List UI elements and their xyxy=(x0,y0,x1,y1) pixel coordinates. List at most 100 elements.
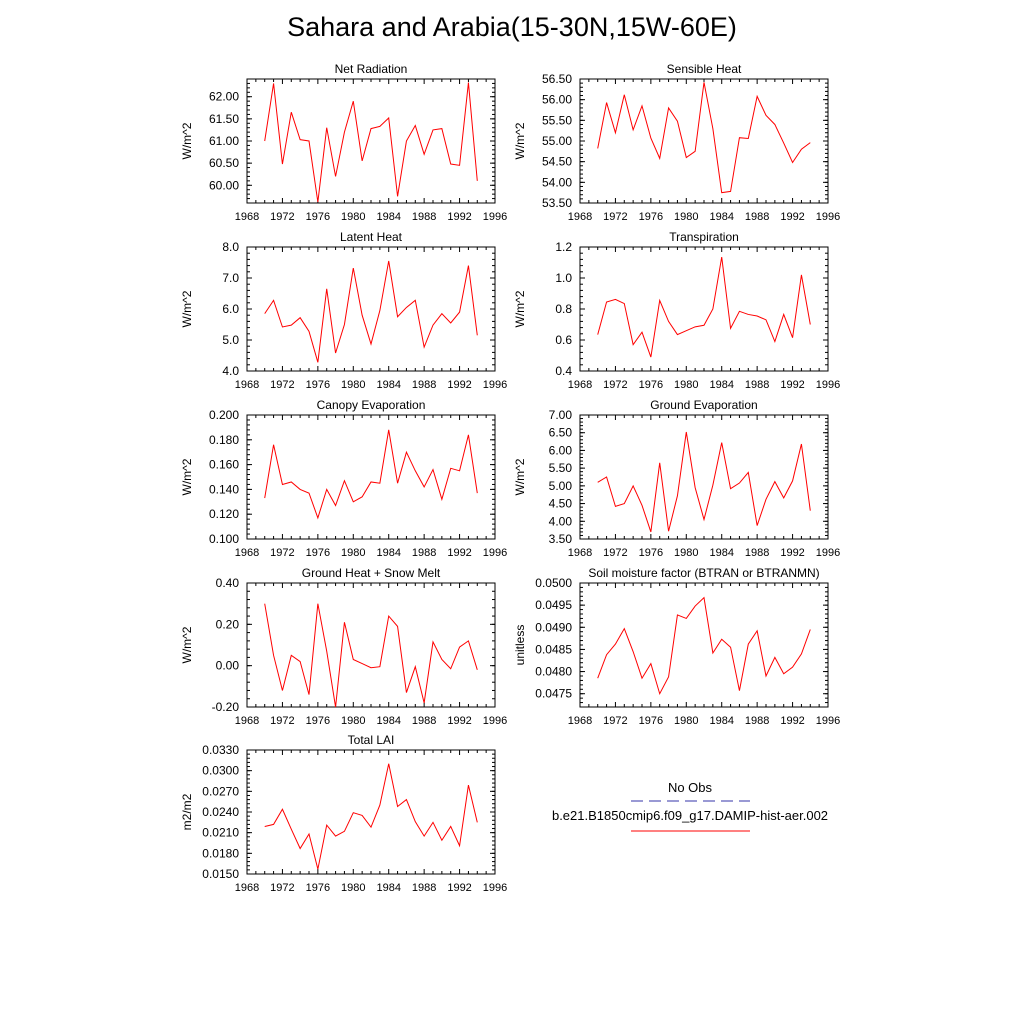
x-tick-label: 1996 xyxy=(816,211,840,223)
series-line xyxy=(264,603,478,708)
y-tick-label: 0.0475 xyxy=(535,687,572,701)
x-tick-label: 1976 xyxy=(639,547,663,559)
y-tick-label: 5.00 xyxy=(549,479,573,493)
y-tick-label: 0.0150 xyxy=(202,867,239,881)
x-tick-label: 1996 xyxy=(483,715,507,727)
y-tick-label: 0.100 xyxy=(209,532,239,546)
y-tick-label: 5.0 xyxy=(222,333,239,347)
x-tick-label: 1968 xyxy=(568,379,592,391)
x-tick-label: 1984 xyxy=(376,547,400,559)
x-tick-label: 1988 xyxy=(412,715,436,727)
panel-title: Transpiration xyxy=(669,230,739,244)
x-tick-label: 1988 xyxy=(412,379,436,391)
panel-canopy-evaporation: Canopy Evaporation W/m^2 1968 1972 1976 1980 1… xyxy=(180,398,507,559)
x-tick-label: 1976 xyxy=(306,547,330,559)
y-tick-label: 6.0 xyxy=(222,302,239,316)
y-tick-label: 60.00 xyxy=(209,178,239,192)
y-tick-label: 61.00 xyxy=(209,134,239,148)
x-tick-label: 1980 xyxy=(341,211,365,223)
panel-title: Total LAI xyxy=(348,733,395,747)
panel-latent-heat: Latent Heat W/m^2 1968 1972 1976 1980 1984 1988… xyxy=(180,230,507,391)
y-tick-label: 0.0240 xyxy=(202,805,239,819)
x-tick-label: 1972 xyxy=(603,379,627,391)
x-tick-label: 1968 xyxy=(568,211,592,223)
y-tick-label: 7.0 xyxy=(222,271,239,285)
x-tick-label: 1992 xyxy=(447,211,471,223)
x-tick-label: 1976 xyxy=(306,379,330,391)
y-tick-label: 6.50 xyxy=(549,426,573,440)
series-line xyxy=(264,429,478,520)
y-tick-label: 0.0485 xyxy=(535,642,572,656)
y-tick-label: 0.20 xyxy=(216,617,240,631)
y-axis-label: W/m^2 xyxy=(180,458,194,495)
x-tick-label: 1980 xyxy=(341,379,365,391)
x-tick-label: 1988 xyxy=(412,211,436,223)
x-tick-label: 1992 xyxy=(447,547,471,559)
y-axis-label: W/m^2 xyxy=(180,626,194,663)
y-tick-label: 0.4 xyxy=(555,364,572,378)
x-tick-label: 1972 xyxy=(270,547,294,559)
y-tick-label: 0.120 xyxy=(209,507,239,521)
x-tick-label: 1976 xyxy=(639,715,663,727)
x-tick-label: 1980 xyxy=(674,715,698,727)
y-tick-label: 61.50 xyxy=(209,112,239,126)
panel-net-radiation: Net Radiation W/m^2 1968 1972 1976 1980 1984 19… xyxy=(180,62,507,223)
x-tick-label: 1988 xyxy=(745,211,769,223)
x-tick-label: 1988 xyxy=(745,547,769,559)
x-tick-label: 1984 xyxy=(376,882,400,894)
x-tick-label: 1988 xyxy=(745,715,769,727)
x-tick-label: 1984 xyxy=(376,211,400,223)
x-tick-label: 1980 xyxy=(341,715,365,727)
x-tick-label: 1976 xyxy=(306,715,330,727)
y-tick-label: 0.0500 xyxy=(535,576,572,590)
y-tick-label: 4.50 xyxy=(549,497,573,511)
y-tick-label: 56.50 xyxy=(542,72,572,86)
y-axis-label: unitless xyxy=(513,625,527,666)
y-tick-label: 0.8 xyxy=(555,302,572,316)
panel-soil-moisture-factor-btran-or-btranmn: Soil moisture factor (BTRAN or BTRANMN) u… xyxy=(513,566,840,727)
x-tick-label: 1980 xyxy=(674,211,698,223)
panel-title: Latent Heat xyxy=(340,230,403,244)
y-tick-label: 8.0 xyxy=(222,240,239,254)
legend-label-model-run: b.e21.B1850cmip6.f09_g17.DAMIP-hist-aer.… xyxy=(552,808,828,823)
y-tick-label: 0.180 xyxy=(209,433,239,447)
panel-title: Ground Heat + Snow Melt xyxy=(302,566,441,580)
series-line xyxy=(597,431,811,533)
panel-sensible-heat: Sensible Heat W/m^2 1968 1972 1976 1980 1984 19… xyxy=(513,62,840,223)
panel-transpiration: Transpiration W/m^2 1968 1972 1976 1980 1984 19… xyxy=(513,230,840,391)
series-line xyxy=(264,82,478,203)
x-tick-label: 1996 xyxy=(483,379,507,391)
y-tick-label: 0.0270 xyxy=(202,784,239,798)
y-axis-label: m2/m2 xyxy=(180,793,194,830)
y-tick-label: 0.6 xyxy=(555,333,572,347)
x-tick-label: 1976 xyxy=(306,882,330,894)
x-tick-label: 1980 xyxy=(341,882,365,894)
y-tick-label: 54.00 xyxy=(542,175,572,189)
y-axis-label: W/m^2 xyxy=(513,458,527,495)
page-title: Sahara and Arabia(15-30N,15W-60E) xyxy=(287,12,737,42)
panel-title: Sensible Heat xyxy=(667,62,742,76)
x-tick-label: 1996 xyxy=(483,547,507,559)
plot-frame xyxy=(579,582,829,708)
y-tick-label: 55.00 xyxy=(542,134,572,148)
panel-title: Soil moisture factor (BTRAN or BTRANMN) xyxy=(588,566,819,580)
series-line xyxy=(597,256,811,358)
series-line xyxy=(597,596,811,696)
plot-frame xyxy=(579,78,829,204)
y-tick-label: 0.140 xyxy=(209,482,239,496)
y-tick-label: 4.00 xyxy=(549,514,573,528)
panel-title: Ground Evaporation xyxy=(650,398,757,412)
y-axis-label: W/m^2 xyxy=(513,122,527,159)
x-tick-label: 1972 xyxy=(603,211,627,223)
y-tick-label: 7.00 xyxy=(549,408,573,422)
y-tick-label: 0.00 xyxy=(216,659,240,673)
y-tick-label: 5.50 xyxy=(549,461,573,475)
x-tick-label: 1992 xyxy=(447,379,471,391)
y-tick-label: 54.50 xyxy=(542,155,572,169)
panel-title: Net Radiation xyxy=(335,62,408,76)
x-tick-label: 1976 xyxy=(306,211,330,223)
x-tick-label: 1968 xyxy=(235,547,259,559)
x-tick-label: 1996 xyxy=(816,379,840,391)
x-tick-label: 1972 xyxy=(270,379,294,391)
